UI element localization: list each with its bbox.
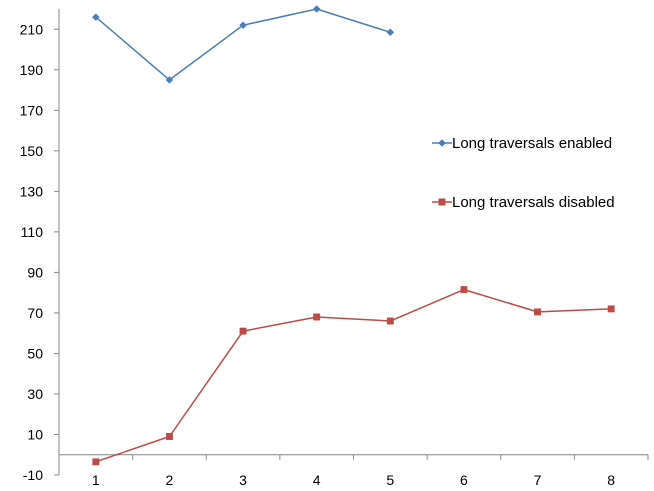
- data-point: [239, 21, 247, 30]
- y-axis-ticks: -10 10 30 50 70 90 110 130 150 170 190 210: [20, 21, 59, 483]
- x-tick-label: 1: [92, 472, 100, 488]
- y-tick-label: 190: [20, 62, 44, 78]
- x-axis-ticks: 1 2 3 4 5 6 7 8: [58, 454, 649, 488]
- series-1: [91, 5, 395, 84]
- x-tick-label: 8: [607, 472, 615, 488]
- data-point: [386, 28, 395, 37]
- data-point: [92, 458, 100, 466]
- y-tick-label: 110: [21, 224, 44, 240]
- data-point: [91, 13, 100, 21]
- legend-item-2: Long traversals disabled: [432, 194, 615, 211]
- y-tick-label: 170: [20, 102, 44, 118]
- data-point: [312, 5, 321, 13]
- legend-marker: [438, 139, 446, 147]
- x-tick-label: 7: [534, 472, 542, 488]
- x-tick-label: 3: [239, 472, 247, 488]
- data-point: [460, 286, 468, 294]
- series-layer: [91, 5, 615, 466]
- y-tick-label: 90: [27, 264, 43, 280]
- axes: [58, 9, 648, 475]
- y-tick-label: 210: [20, 21, 44, 37]
- y-tick-label: -10: [23, 467, 43, 483]
- data-point: [239, 327, 247, 335]
- x-tick-label: 6: [460, 472, 468, 488]
- legend-label: Long traversals enabled: [452, 135, 612, 152]
- data-point: [313, 313, 321, 321]
- y-tick-label: 150: [20, 143, 44, 159]
- series-line: [95, 8, 391, 81]
- y-tick-label: 50: [27, 345, 43, 361]
- x-tick-label: 2: [166, 472, 174, 488]
- y-tick-label: 130: [20, 183, 44, 199]
- series-line: [95, 288, 612, 463]
- legend: Long traversals enabled Long traversals d…: [432, 135, 615, 211]
- y-tick-label: 70: [27, 305, 43, 321]
- data-point: [607, 305, 615, 313]
- legend-label: Long traversals disabled: [452, 194, 615, 211]
- data-point: [165, 76, 174, 84]
- series-2: [92, 286, 615, 466]
- legend-marker: [438, 198, 446, 206]
- data-point: [534, 308, 542, 316]
- data-point: [386, 317, 394, 325]
- x-tick-label: 5: [386, 472, 394, 488]
- y-tick-label: 30: [27, 386, 43, 402]
- legend-item-1: Long traversals enabled: [432, 135, 612, 152]
- data-point: [165, 433, 173, 440]
- y-tick-label: 10: [27, 426, 43, 442]
- x-tick-label: 4: [313, 472, 321, 488]
